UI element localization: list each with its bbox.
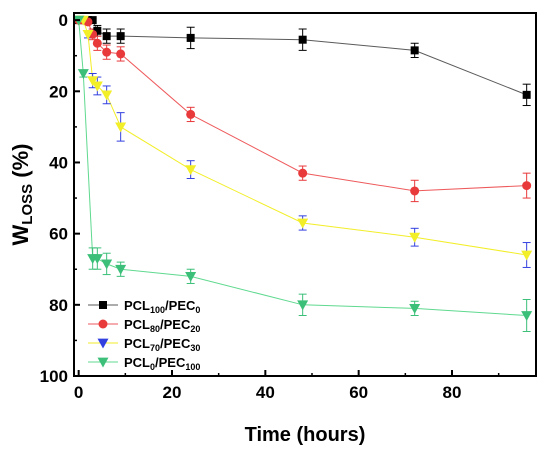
- legend-label-subscript: 0: [195, 305, 200, 315]
- legend-label-part: PCL: [124, 317, 150, 332]
- y-axis-title-main: W: [8, 224, 33, 245]
- legend-label-part: /PEC: [165, 298, 196, 313]
- data-point-pcl70: [297, 218, 309, 229]
- legend-label-subscript: 80: [150, 324, 160, 334]
- y-tick-label: 40: [49, 153, 68, 172]
- legend-label-part: /PEC: [160, 336, 191, 351]
- y-tick-label: 60: [49, 225, 68, 244]
- legend-marker-pcl0: [97, 357, 109, 368]
- legend-label-pcl70: PCL70/PEC30: [124, 336, 200, 353]
- data-point-pcl70: [101, 90, 113, 101]
- data-point-pcl0: [297, 300, 309, 311]
- data-point-pcl70: [82, 29, 94, 40]
- legend-label-part: PCL: [124, 336, 150, 351]
- data-point-pcl0: [77, 69, 89, 79]
- x-tick-label: 20: [163, 383, 182, 402]
- data-point-pcl100: [102, 32, 111, 41]
- y-tick-label: 0: [59, 11, 68, 30]
- data-point-pcl80: [92, 38, 102, 48]
- data-point-pcl100: [522, 90, 531, 99]
- legend-label-part: /PEC: [155, 355, 186, 370]
- legend-label-pcl0: PCL0/PEC100: [124, 355, 200, 372]
- data-point-pcl0: [115, 264, 127, 275]
- x-tick-label: 80: [443, 383, 462, 402]
- data-point-pcl0: [521, 311, 533, 321]
- data-point-pcl100: [93, 26, 102, 35]
- legend-label-subscript: 100: [185, 362, 200, 372]
- data-point-pcl0: [91, 254, 103, 265]
- data-point-pcl70: [409, 232, 421, 243]
- legend-marker-pcl70: [97, 338, 109, 349]
- data-point-pcl0: [185, 271, 197, 282]
- data-point-pcl100: [186, 33, 195, 42]
- legend-label-pcl80: PCL80/PEC20: [124, 317, 200, 334]
- legend-marker-pcl100: [99, 301, 107, 309]
- series-line-pcl0: [78, 20, 527, 316]
- data-point-pcl100: [88, 16, 97, 25]
- error-bars-layer: [79, 24, 531, 333]
- data-point-pcl70: [185, 165, 197, 176]
- data-point-pcl70: [91, 81, 103, 92]
- data-point-pcl80: [410, 186, 420, 196]
- y-tick-label: 20: [49, 82, 68, 101]
- legend-marker-pcl80: [98, 319, 108, 329]
- tick-labels-layer: 0 20 40 60 80 0 20 40 60 80 100: [40, 11, 462, 402]
- data-point-pcl80: [522, 181, 532, 191]
- axis-ticks-layer: [74, 19, 500, 377]
- data-point-pcl100: [298, 35, 307, 44]
- legend-label-subscript: 0: [150, 362, 155, 372]
- legend-label-subscript: 100: [150, 305, 165, 315]
- x-axis-title: Time (hours): [245, 424, 366, 446]
- legend-label-subscript: 70: [150, 343, 160, 353]
- data-point-pcl80: [116, 49, 126, 59]
- x-tick-label: 0: [74, 383, 83, 402]
- legend-label-subscript: 20: [190, 324, 200, 334]
- legend-label-part: /PEC: [160, 317, 191, 332]
- legend-label-part: PCL: [124, 298, 150, 313]
- legend: PCL100/PEC0PCL80/PEC20PCL70/PEC30PCL0/PE…: [88, 298, 200, 372]
- data-point-pcl100: [410, 46, 419, 55]
- data-point-pcl0: [409, 303, 421, 314]
- y-tick-label: 100: [40, 367, 68, 386]
- y-axis-title-subscript: LOSS: [19, 184, 36, 225]
- legend-label-pcl100: PCL100/PEC0: [124, 298, 200, 315]
- legend-label-subscript: 30: [190, 343, 200, 353]
- y-axis-title-unit: (%): [8, 144, 33, 184]
- data-point-pcl70: [115, 122, 127, 133]
- data-point-pcl100: [116, 32, 125, 41]
- data-point-pcl80: [298, 168, 308, 178]
- y-tick-label: 80: [49, 296, 68, 315]
- data-point-pcl0: [101, 259, 113, 270]
- data-point-pcl80: [102, 47, 112, 57]
- x-tick-label: 60: [349, 383, 368, 402]
- data-point-pcl80: [186, 109, 196, 119]
- plot-area-frame: [73, 12, 537, 377]
- legend-label-part: PCL: [124, 355, 150, 370]
- x-tick-label: 40: [256, 383, 275, 402]
- y-axis-title: WLOSS (%): [8, 144, 36, 246]
- data-point-pcl70: [87, 76, 99, 87]
- data-point-pcl70: [521, 250, 533, 261]
